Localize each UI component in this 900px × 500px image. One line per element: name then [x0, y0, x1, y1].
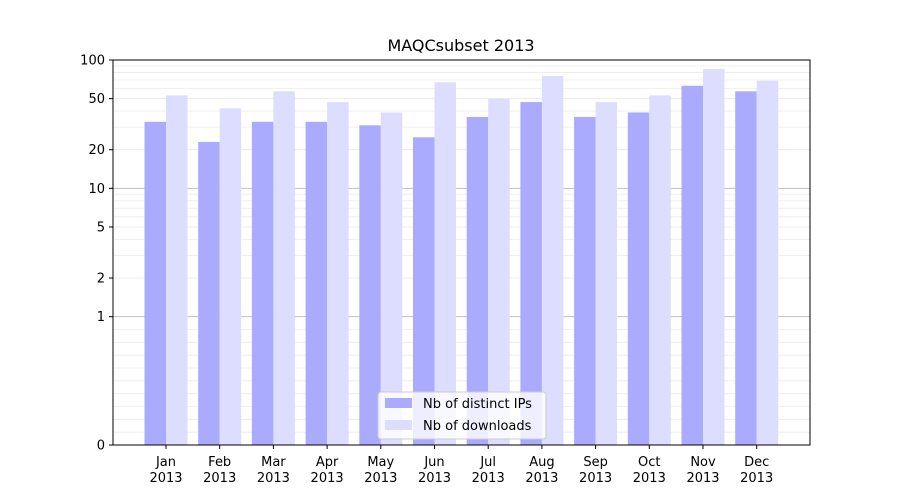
bar: [574, 116, 596, 446]
bar: [541, 76, 564, 445]
bar: [166, 95, 188, 446]
bar: [735, 91, 757, 445]
bar: [466, 116, 489, 446]
bar: [488, 98, 510, 446]
x-axis: Jan 2013 Feb 2013 Mar 2013 Apr 2013 May 2013 Jun 20…: [149, 445, 773, 486]
plot-frame: [112, 59, 811, 446]
bar: [144, 121, 166, 445]
x-tick-label: Feb 2013: [203, 455, 236, 486]
x-tick-label: Jul 2013: [472, 455, 505, 486]
x-tick-label: Jan 2013: [149, 455, 182, 486]
bar: [251, 121, 274, 445]
bar: [305, 121, 328, 445]
x-tick-label: Nov 2013: [686, 455, 719, 486]
bar: [327, 102, 349, 445]
bar: [703, 69, 725, 445]
x-tick-label: May 2013: [364, 455, 397, 486]
y-axis: 0 1 2 5 10 20 50 100: [80, 54, 113, 454]
y-tick-label: 5: [97, 220, 105, 235]
bar: [434, 82, 456, 445]
legend-swatch-downloads: [385, 420, 412, 430]
x-tick-label: Apr 2013: [311, 455, 344, 486]
bar: [649, 95, 671, 446]
x-tick-label: Sep 2013: [579, 455, 612, 486]
y-tick-label: 2: [97, 272, 105, 287]
x-tick-label: Aug 2013: [525, 455, 558, 486]
x-tick-label: Jun 2013: [418, 455, 451, 486]
y-tick-label: 1: [97, 310, 105, 325]
bar: [359, 125, 381, 446]
bars: [144, 69, 779, 446]
chart-title: MAQCsubset 2013: [387, 36, 534, 55]
x-tick-label: Dec 2013: [740, 455, 773, 486]
y-tick-label: 10: [88, 182, 105, 197]
bar: [681, 85, 703, 446]
bar: [380, 112, 403, 445]
x-tick-label: Oct 2013: [633, 455, 666, 486]
y-tick-label: 100: [80, 54, 105, 69]
bar: [595, 102, 618, 445]
bar: [756, 80, 779, 445]
bar: [198, 141, 220, 445]
y-tick-label: 50: [88, 92, 105, 107]
bar: [413, 137, 435, 446]
legend-swatch-ips: [385, 398, 412, 408]
bar: [520, 102, 542, 445]
x-tick-label: Mar 2013: [257, 455, 290, 486]
legend-label-ips: Nb of distinct IPs: [423, 397, 532, 412]
legend: Nb of distinct IPs Nb of downloads: [377, 391, 547, 440]
legend-box: [377, 391, 547, 440]
bar: [219, 108, 242, 446]
y-tick-label: 20: [88, 143, 105, 158]
bar: [627, 112, 650, 445]
legend-label-downloads: Nb of downloads: [423, 419, 532, 434]
y-tick-label: 0: [97, 439, 105, 454]
bar: [273, 91, 295, 445]
